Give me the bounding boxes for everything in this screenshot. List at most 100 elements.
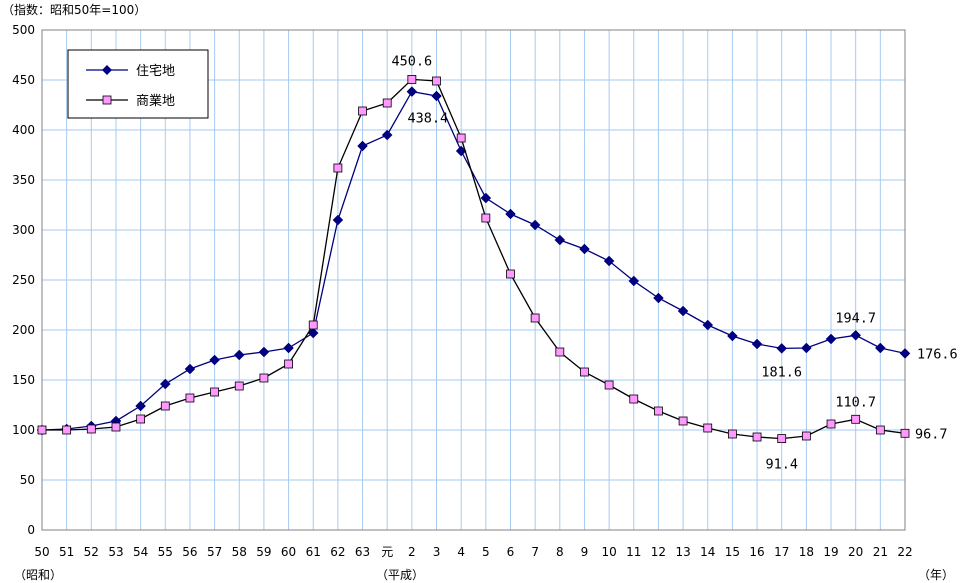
data-point-residential (159, 378, 171, 390)
data-point-commercial (580, 367, 589, 377)
x-tick-label: 59 (256, 545, 271, 559)
x-tick-label: 16 (749, 545, 764, 559)
y-tick-label: 150 (12, 373, 35, 387)
data-point-residential (899, 348, 911, 359)
y-tick-label: 300 (12, 223, 35, 237)
x-tick-label: 3 (433, 545, 441, 559)
x-tick-label: 13 (675, 545, 690, 559)
x-unit-label: （年） (918, 568, 954, 582)
data-point-residential (357, 140, 368, 152)
x-tick-label: 7 (531, 545, 539, 559)
x-tick-label: 10 (601, 545, 616, 559)
legend: 住宅地 商業地 (67, 49, 209, 119)
data-point-commercial (160, 401, 170, 411)
y-unit-label: （指数：昭和50年=100） (2, 2, 146, 17)
y-tick-label: 0 (27, 523, 35, 537)
y-tick-label: 450 (12, 73, 35, 87)
data-point-commercial (604, 380, 614, 390)
series-line (42, 78, 906, 440)
data-point-residential (480, 192, 492, 204)
x-tick-label: 9 (581, 545, 589, 559)
data-point-commercial (703, 423, 713, 433)
x-tick-label: 22 (897, 545, 912, 559)
data-point-residential (332, 214, 344, 226)
data-point-residential (135, 400, 146, 412)
data-point-residential (801, 342, 812, 354)
data-point-commercial (481, 213, 491, 223)
data-point-residential (233, 349, 245, 361)
data-point-commercial (777, 434, 787, 444)
data-point-residential (283, 342, 294, 354)
data-label: 91.4 (765, 457, 798, 473)
data-point-commercial (456, 133, 466, 143)
x-tick-label: 60 (281, 545, 296, 559)
x-tick-label: 52 (84, 545, 99, 559)
data-label: 110.7 (835, 394, 876, 410)
data-point-commercial (728, 429, 737, 439)
data-point-commercial (259, 373, 269, 383)
x-tick-label: 20 (848, 545, 863, 559)
x-tick-label: 11 (626, 545, 641, 559)
x-tick-label: 62 (330, 545, 345, 559)
y-tick-label: 200 (12, 323, 35, 337)
x-tick-label: 8 (556, 545, 564, 559)
data-point-residential (431, 90, 442, 102)
data-point-residential (406, 86, 418, 97)
x-tick-label: 54 (133, 545, 148, 559)
x-tick-label: 元 (381, 545, 393, 559)
y-tick-label: 400 (12, 123, 35, 137)
data-point-commercial (530, 313, 540, 323)
data-point-commercial (900, 428, 910, 438)
x-tick-label: 12 (651, 545, 666, 559)
data-label: 181.6 (761, 364, 802, 380)
x-tick-label: 56 (182, 545, 197, 559)
data-point-residential (677, 305, 689, 317)
data-point-residential (579, 243, 590, 255)
data-point-commercial (752, 432, 762, 442)
data-point-commercial (826, 419, 836, 429)
data-point-residential (554, 234, 566, 246)
data-point-residential (505, 208, 516, 220)
legend-marker-residential (102, 65, 112, 75)
data-point-residential (702, 319, 714, 331)
x-tick-label: 57 (207, 545, 222, 559)
data-point-commercial (801, 431, 811, 441)
x-tick-label: 4 (457, 545, 465, 559)
era-label-showa: （昭和） (14, 568, 62, 582)
data-point-commercial (136, 414, 146, 424)
data-point-commercial (851, 414, 861, 424)
data-point-commercial (62, 425, 72, 435)
data-point-commercial (875, 425, 885, 435)
data-point-commercial (111, 422, 121, 432)
x-tick-label: 51 (59, 545, 74, 559)
y-tick-label: 350 (12, 173, 35, 187)
x-tick-label: 15 (725, 545, 740, 559)
data-point-residential (850, 329, 862, 341)
x-tick-label: 55 (158, 545, 173, 559)
data-point-residential (258, 346, 270, 358)
data-point-commercial (37, 425, 47, 435)
data-point-commercial (234, 381, 244, 391)
data-point-commercial (382, 98, 392, 108)
data-point-commercial (86, 424, 96, 434)
plot-area (41, 29, 906, 531)
data-point-commercial (358, 106, 367, 116)
data-point-commercial (308, 320, 318, 330)
y-tick-label: 50 (20, 473, 35, 487)
data-label: 450.6 (392, 53, 433, 69)
x-tick-label: 18 (799, 545, 814, 559)
data-point-commercial (432, 76, 441, 86)
era-label-heisei: （平成） (376, 568, 424, 582)
data-point-commercial (210, 387, 220, 397)
x-tick-label: 50 (34, 545, 49, 559)
x-tick-label: 14 (700, 545, 715, 559)
data-label: 96.7 (915, 426, 948, 442)
x-tick-label: 19 (823, 545, 838, 559)
data-point-commercial (407, 75, 417, 84)
data-point-residential (529, 219, 541, 231)
x-tick-label: 21 (873, 545, 888, 559)
data-point-commercial (506, 269, 515, 279)
legend-label-commercial: 商業地 (136, 93, 175, 109)
legend-label-residential: 住宅地 (136, 64, 175, 79)
